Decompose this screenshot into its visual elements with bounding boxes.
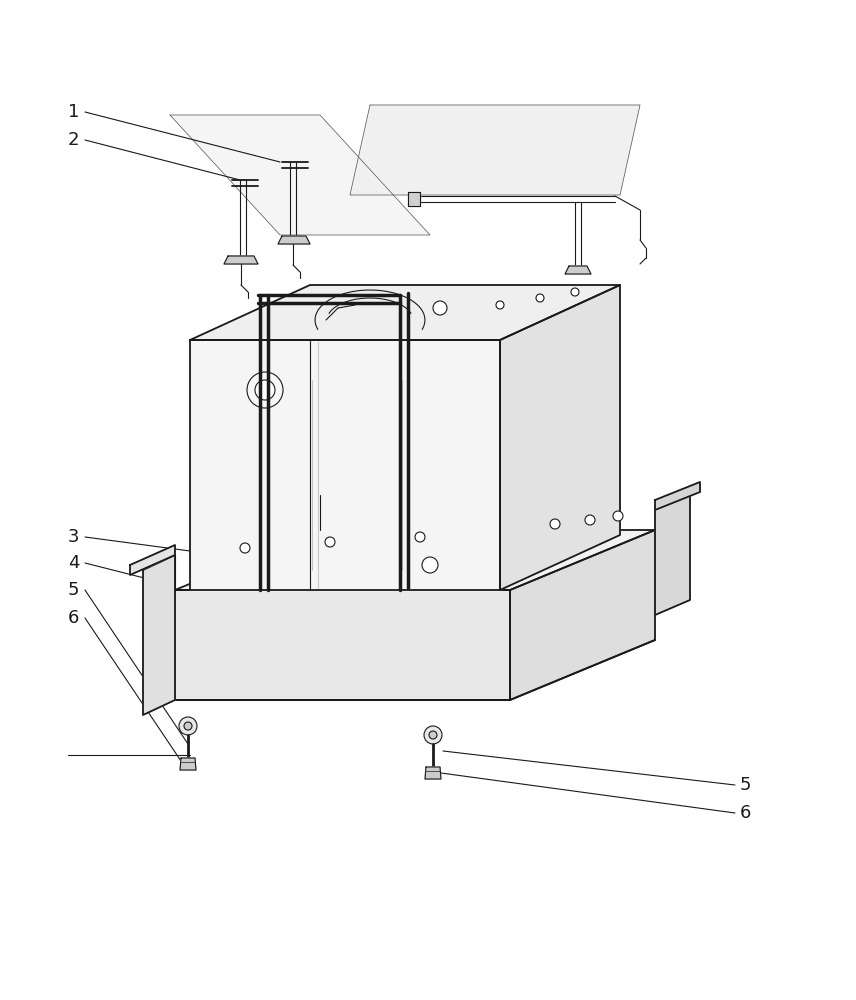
Text: 6: 6 <box>68 609 80 627</box>
Polygon shape <box>425 767 441 779</box>
Polygon shape <box>655 490 690 615</box>
Circle shape <box>184 722 192 730</box>
Circle shape <box>424 726 442 744</box>
Circle shape <box>613 511 623 521</box>
Polygon shape <box>175 530 655 590</box>
Polygon shape <box>500 285 620 590</box>
Text: 3: 3 <box>68 528 80 546</box>
Polygon shape <box>180 758 196 770</box>
Polygon shape <box>190 340 500 590</box>
Polygon shape <box>350 105 640 195</box>
Polygon shape <box>510 530 655 700</box>
Circle shape <box>325 537 335 547</box>
Circle shape <box>585 515 595 525</box>
Polygon shape <box>278 236 310 244</box>
Text: 1: 1 <box>68 103 80 121</box>
Text: 4: 4 <box>68 554 80 572</box>
Polygon shape <box>143 555 175 715</box>
Text: 5: 5 <box>740 776 752 794</box>
Circle shape <box>429 731 437 739</box>
Polygon shape <box>565 266 591 274</box>
Text: 5: 5 <box>68 581 80 599</box>
Circle shape <box>496 301 504 309</box>
Polygon shape <box>190 285 620 340</box>
Circle shape <box>422 557 438 573</box>
Polygon shape <box>224 256 258 264</box>
Circle shape <box>536 294 544 302</box>
Circle shape <box>433 301 447 315</box>
Text: 6: 6 <box>740 804 752 822</box>
Circle shape <box>240 543 250 553</box>
Circle shape <box>255 380 275 400</box>
Circle shape <box>247 372 283 408</box>
Polygon shape <box>170 115 430 235</box>
Polygon shape <box>408 192 420 206</box>
Circle shape <box>179 717 197 735</box>
Polygon shape <box>175 590 510 700</box>
Polygon shape <box>655 482 700 510</box>
Polygon shape <box>130 545 175 575</box>
Circle shape <box>571 288 579 296</box>
Circle shape <box>550 519 560 529</box>
Text: 2: 2 <box>68 131 80 149</box>
Circle shape <box>415 532 425 542</box>
